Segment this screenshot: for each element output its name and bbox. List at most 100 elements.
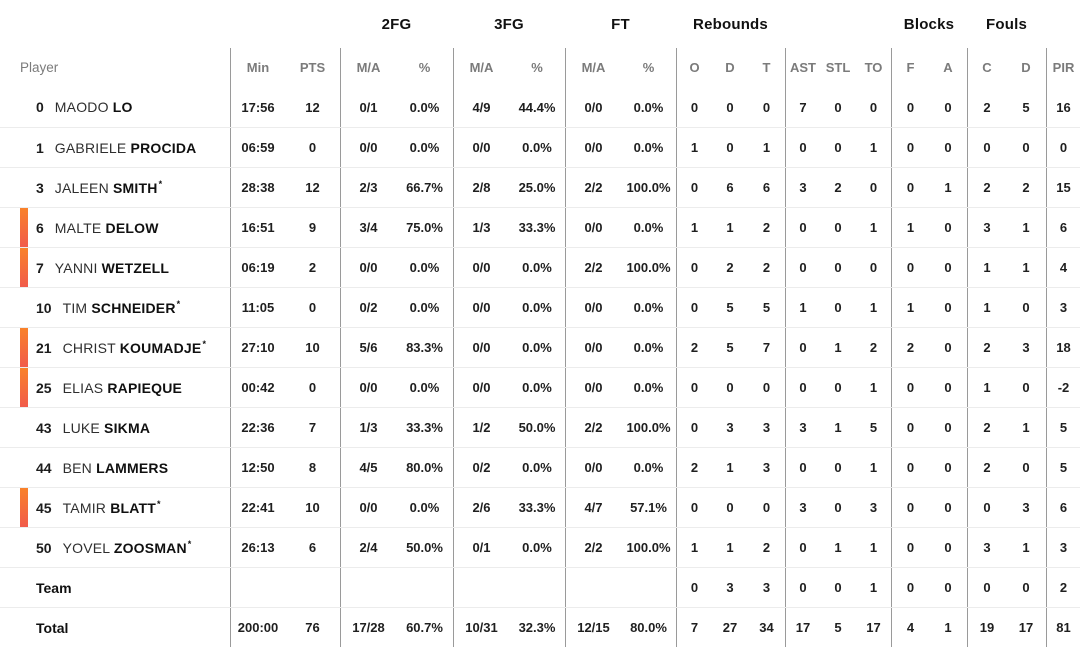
stat-cell [340,568,396,607]
stat-cell: 0 [944,460,952,475]
player-name: YANNI WETZELL [55,260,169,276]
stat-cell [285,568,340,607]
total-label: Total [36,619,69,636]
stat-cell: 2 [676,328,712,367]
stat-cell: 2 [869,340,878,355]
stat-cell: 0/1 [340,87,396,127]
player-row: 50 YOVEL ZOOSMAN* 26:13 6 2/4 50.0% 0/1 0.0% 2/2… [0,527,1080,567]
col-blk-a: A [943,60,953,75]
stat-cell: 0 [834,220,842,235]
group-ft: FT [611,15,630,33]
stat-cell: 0.0% [409,99,440,115]
stat-cell: 0 [1022,460,1030,475]
stat-cell: 10/31 [453,608,509,647]
jersey-number: 6 [36,219,44,236]
stat-cell: 0 [944,540,952,555]
stat-cell: 2 [967,87,1006,127]
stat-cell: 0 [834,500,842,515]
player-first-name: LUKE [62,419,100,436]
player-name: TIM SCHNEIDER* [63,299,181,315]
stat-cell: 1 [869,380,878,395]
stat-cell: 1 [891,288,929,327]
team-label: Team [36,579,72,596]
stat-cell: 1/3 [453,208,509,247]
on-court-indicator [20,208,28,247]
stat-cell: 0.0% [522,340,552,355]
stat-cell [396,568,453,607]
stat-cell: 0/0 [453,328,509,367]
stat-cell: 0 [785,528,820,567]
starter-mark: * [157,498,161,509]
stat-cell: 6 [726,180,734,195]
stat-cell: 3 [726,420,734,435]
stat-cell: 12 [305,99,320,115]
player-cell: Team [0,568,230,607]
stat-cell: 3 [762,580,771,595]
stat-cell: 33.3% [518,220,556,235]
stat-cell: 0 [726,380,734,395]
stat-cell: 0 [891,408,929,447]
player-last-name: SIKMA [104,419,151,436]
player-last-name: WETZELL [101,259,170,276]
stat-cell: 81 [1046,608,1080,647]
stat-cell: 2 [967,408,1006,447]
stat-cell: 2/6 [453,488,509,527]
group-rebounds: Rebounds [693,15,768,33]
stat-cell: 33.3% [518,500,556,515]
player-row: 6 MALTE DELOW 16:51 9 3/4 75.0% 1/3 33.3% 0/0 0.0… [0,207,1080,247]
jersey-number: 45 [36,499,52,516]
player-cell: 43 LUKE SIKMA [0,408,230,447]
stat-cell: 0 [944,500,952,515]
stat-cell: 6 [1046,208,1080,247]
stat-cell: 0 [944,99,952,115]
stat-cell: 1 [834,340,842,355]
stat-cell: 1 [967,248,1006,287]
stat-cell: 0/0 [340,368,396,407]
col-2fg-pct: % [418,60,431,75]
col-reb-d: D [725,60,735,75]
stat-cell: 28:38 [230,168,285,207]
stat-cell: 0 [762,500,771,515]
stat-cell: 2 [726,260,734,275]
stat-cell: 15 [1046,168,1080,207]
stat-cell [621,568,676,607]
stat-cell: 1 [676,208,712,247]
stat-cell: 5 [1046,448,1080,487]
stat-cell: 0 [676,488,712,527]
stat-cell: 6 [762,180,771,195]
stat-cell: 1/3 [340,408,396,447]
stat-cell: 6 [308,540,317,555]
stat-cell: 0 [944,300,952,315]
stat-cell: 0 [891,488,929,527]
stat-cell: 1 [944,620,952,635]
group-2fg: 2FG [381,15,412,33]
stat-cell: 2/8 [453,168,509,207]
stat-cell: 0.0% [522,260,552,275]
stat-cell: 0.0% [633,380,664,395]
stat-cell: 0 [891,87,929,127]
stat-cell: 0/0 [565,288,621,327]
stat-cell: 1 [869,140,878,155]
player-name: LUKE SIKMA [63,420,151,436]
stat-cell: 0.0% [409,380,440,395]
player-row: 25 ELIAS RAPIEQUE 00:42 0 0/0 0.0% 0/0 0.0% 0/0 0… [0,367,1080,407]
stat-cell: 0 [785,448,820,487]
stat-cell: 2 [676,448,712,487]
stat-cell: 2 [967,448,1006,487]
stat-cell [230,568,285,607]
stat-cell: 1 [869,220,878,235]
stat-cell: 0/0 [565,128,621,167]
stat-cell: 0 [1022,300,1030,315]
stat-cell: 75.0% [406,220,443,235]
player-first-name: BEN [62,459,92,476]
stat-cell: 5 [869,420,878,435]
stat-cell: 0 [762,99,771,115]
jersey-number: 25 [36,379,52,396]
stat-cell: 18 [1046,328,1080,367]
stat-cell: 27 [722,620,738,635]
stat-cell: 3 [762,460,771,475]
player-name: GABRIELE PROCIDA [55,140,197,156]
stat-cell: 0 [676,248,712,287]
on-court-indicator [20,248,28,287]
stat-cell: 2 [967,328,1006,367]
